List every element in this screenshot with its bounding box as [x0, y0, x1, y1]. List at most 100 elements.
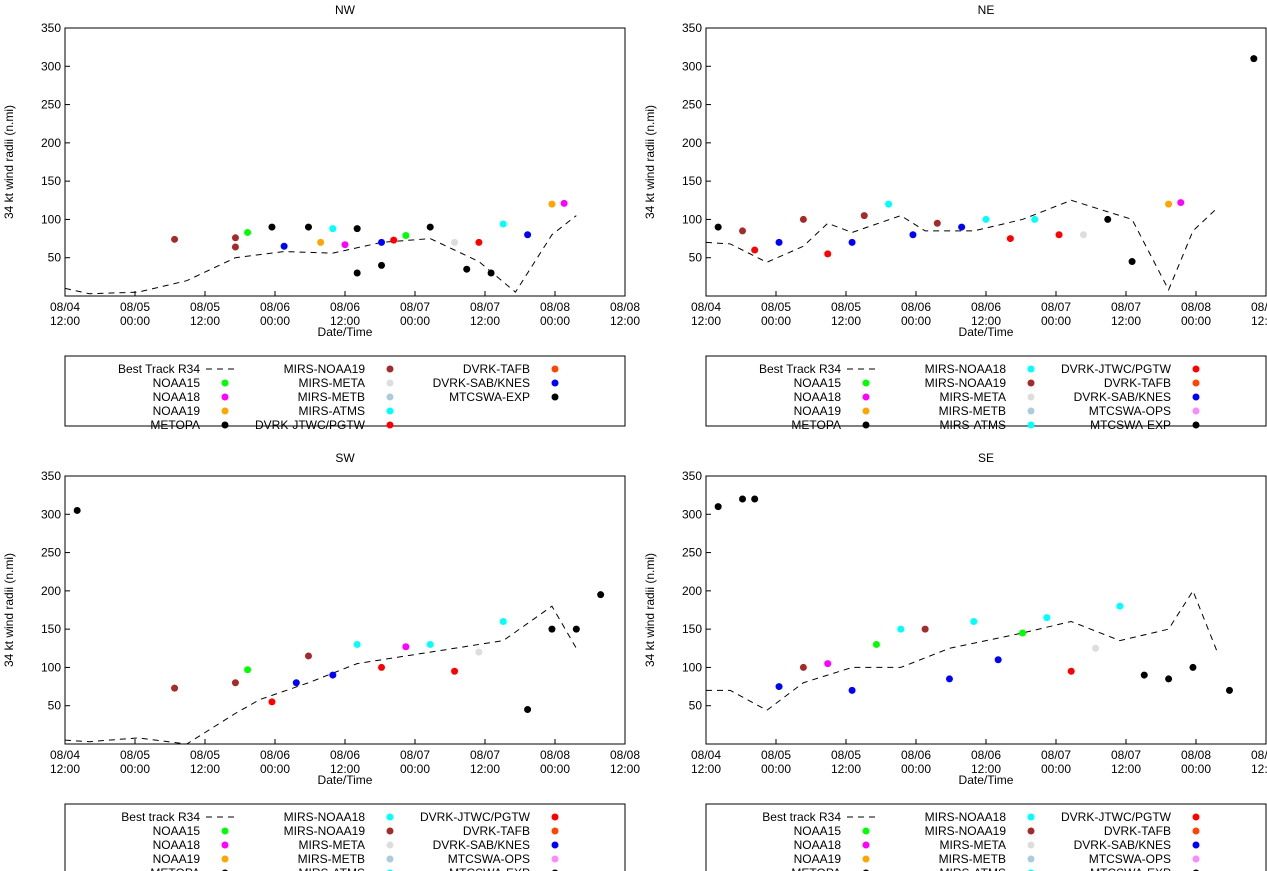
legend-label: MTCSWA-EXP [1090, 418, 1171, 432]
legend-swatch [386, 421, 394, 429]
y-tick-label: 300 [41, 59, 61, 73]
x-tick-label: 00:00 [260, 314, 290, 328]
legend-label: MIRS-NOAA19 [925, 824, 1007, 838]
legend-label: MIRS-META [940, 838, 1006, 852]
legend-swatch [1027, 813, 1035, 821]
y-axis-label: 34 kt wind radii (n.mi) [2, 105, 16, 219]
panel-se: SE5010015020025030035008/0412:0008/0500:… [643, 451, 1267, 871]
legend-label: NOAA15 [153, 824, 201, 838]
data-point [1019, 629, 1027, 637]
x-tick-label: 08/07 [470, 300, 500, 314]
legend-swatch [1192, 407, 1200, 415]
x-tick-label: 00:00 [400, 314, 430, 328]
x-tick-label: 00:00 [120, 314, 150, 328]
legend-box [705, 355, 1267, 427]
panel-title: SE [978, 451, 994, 465]
y-tick-label: 350 [41, 469, 61, 483]
legend-label: NOAA19 [794, 404, 842, 418]
legend-label: MIRS-NOAA18 [284, 810, 366, 824]
data-point [1079, 231, 1087, 239]
legend-swatch [386, 827, 394, 835]
data-point [1140, 671, 1148, 679]
x-tick-label: 00:00 [120, 762, 150, 776]
legend-label: DVRK-SAB/KNES [433, 376, 530, 390]
legend-swatch [1192, 841, 1200, 849]
y-tick-label: 150 [682, 622, 702, 636]
data-point [1165, 675, 1173, 683]
data-point [451, 667, 459, 675]
legend-swatch [862, 855, 870, 863]
x-tick-label: 12:00 [971, 762, 1001, 776]
data-point [994, 656, 1002, 664]
legend-label: METOPA [791, 866, 841, 871]
x-tick-label: 12:00 [190, 762, 220, 776]
legend-box [64, 355, 626, 427]
y-tick-label: 100 [682, 660, 702, 674]
legend-swatch [551, 379, 559, 387]
data-point [1225, 686, 1233, 694]
data-point [353, 269, 361, 277]
legend-label: DVRK-TAFB [463, 824, 530, 838]
data-point [329, 671, 337, 679]
data-point [390, 236, 398, 244]
x-tick-label: 08/04 [50, 300, 80, 314]
x-tick-label: 00:00 [1041, 314, 1071, 328]
data-point [353, 640, 361, 648]
legend-box [705, 803, 1267, 871]
legend-label: NOAA18 [794, 390, 842, 404]
y-tick-label: 250 [682, 98, 702, 112]
legend-swatch [862, 841, 870, 849]
x-tick-label: 12:00 [610, 314, 640, 328]
legend-label: MIRS-META [299, 838, 365, 852]
legend-swatch [1027, 827, 1035, 835]
data-point [885, 200, 893, 208]
x-tick-label: 00:00 [1041, 762, 1071, 776]
x-axis-label: Date/Time [959, 773, 1014, 787]
x-tick-label: 00:00 [260, 762, 290, 776]
data-point [475, 238, 483, 246]
x-tick-label: 08/08 [540, 748, 570, 762]
data-point [524, 706, 532, 714]
data-point [970, 617, 978, 625]
plot-frame [705, 475, 1267, 745]
data-point [244, 228, 252, 236]
legend-swatch [386, 393, 394, 401]
x-tick-label: 08/07 [1111, 748, 1141, 762]
data-point [463, 265, 471, 273]
best-track-line [64, 605, 577, 745]
legend-label: DVRK-TAFB [463, 362, 530, 376]
legend-swatch [551, 393, 559, 401]
data-point [231, 679, 239, 687]
data-point [353, 225, 361, 233]
data-point [897, 625, 905, 633]
legend-label: MIRS-NOAA19 [925, 376, 1007, 390]
data-point [1006, 235, 1014, 243]
best-track-line [64, 215, 577, 295]
legend-label: MIRS-METB [298, 390, 365, 404]
data-point [958, 223, 966, 231]
legend-label: Best track R34 [762, 810, 841, 824]
legend-swatch [1027, 421, 1035, 429]
x-tick-label: 00:00 [901, 762, 931, 776]
x-axis-label: Date/Time [318, 773, 373, 787]
legend-label: METOPA [150, 866, 200, 871]
data-point [572, 625, 580, 633]
data-point [292, 679, 300, 687]
data-point [775, 683, 783, 691]
x-tick-label: 08/05 [120, 748, 150, 762]
data-point [341, 241, 349, 249]
data-point [378, 663, 386, 671]
legend-swatch [1027, 407, 1035, 415]
data-point [171, 235, 179, 243]
y-tick-label: 150 [41, 622, 61, 636]
legend-swatch [862, 421, 870, 429]
legend-swatch [221, 407, 229, 415]
x-tick-label: 08/07 [1041, 300, 1071, 314]
legend-swatch [1192, 421, 1200, 429]
data-point [426, 640, 434, 648]
legend-label: MTCSWA-OPS [448, 852, 530, 866]
legend-label: DVRK-JTWC/PGTW [420, 810, 531, 824]
x-tick-label: 12:00 [1251, 314, 1267, 328]
data-point [73, 506, 81, 514]
x-tick-label: 08/05 [761, 300, 791, 314]
